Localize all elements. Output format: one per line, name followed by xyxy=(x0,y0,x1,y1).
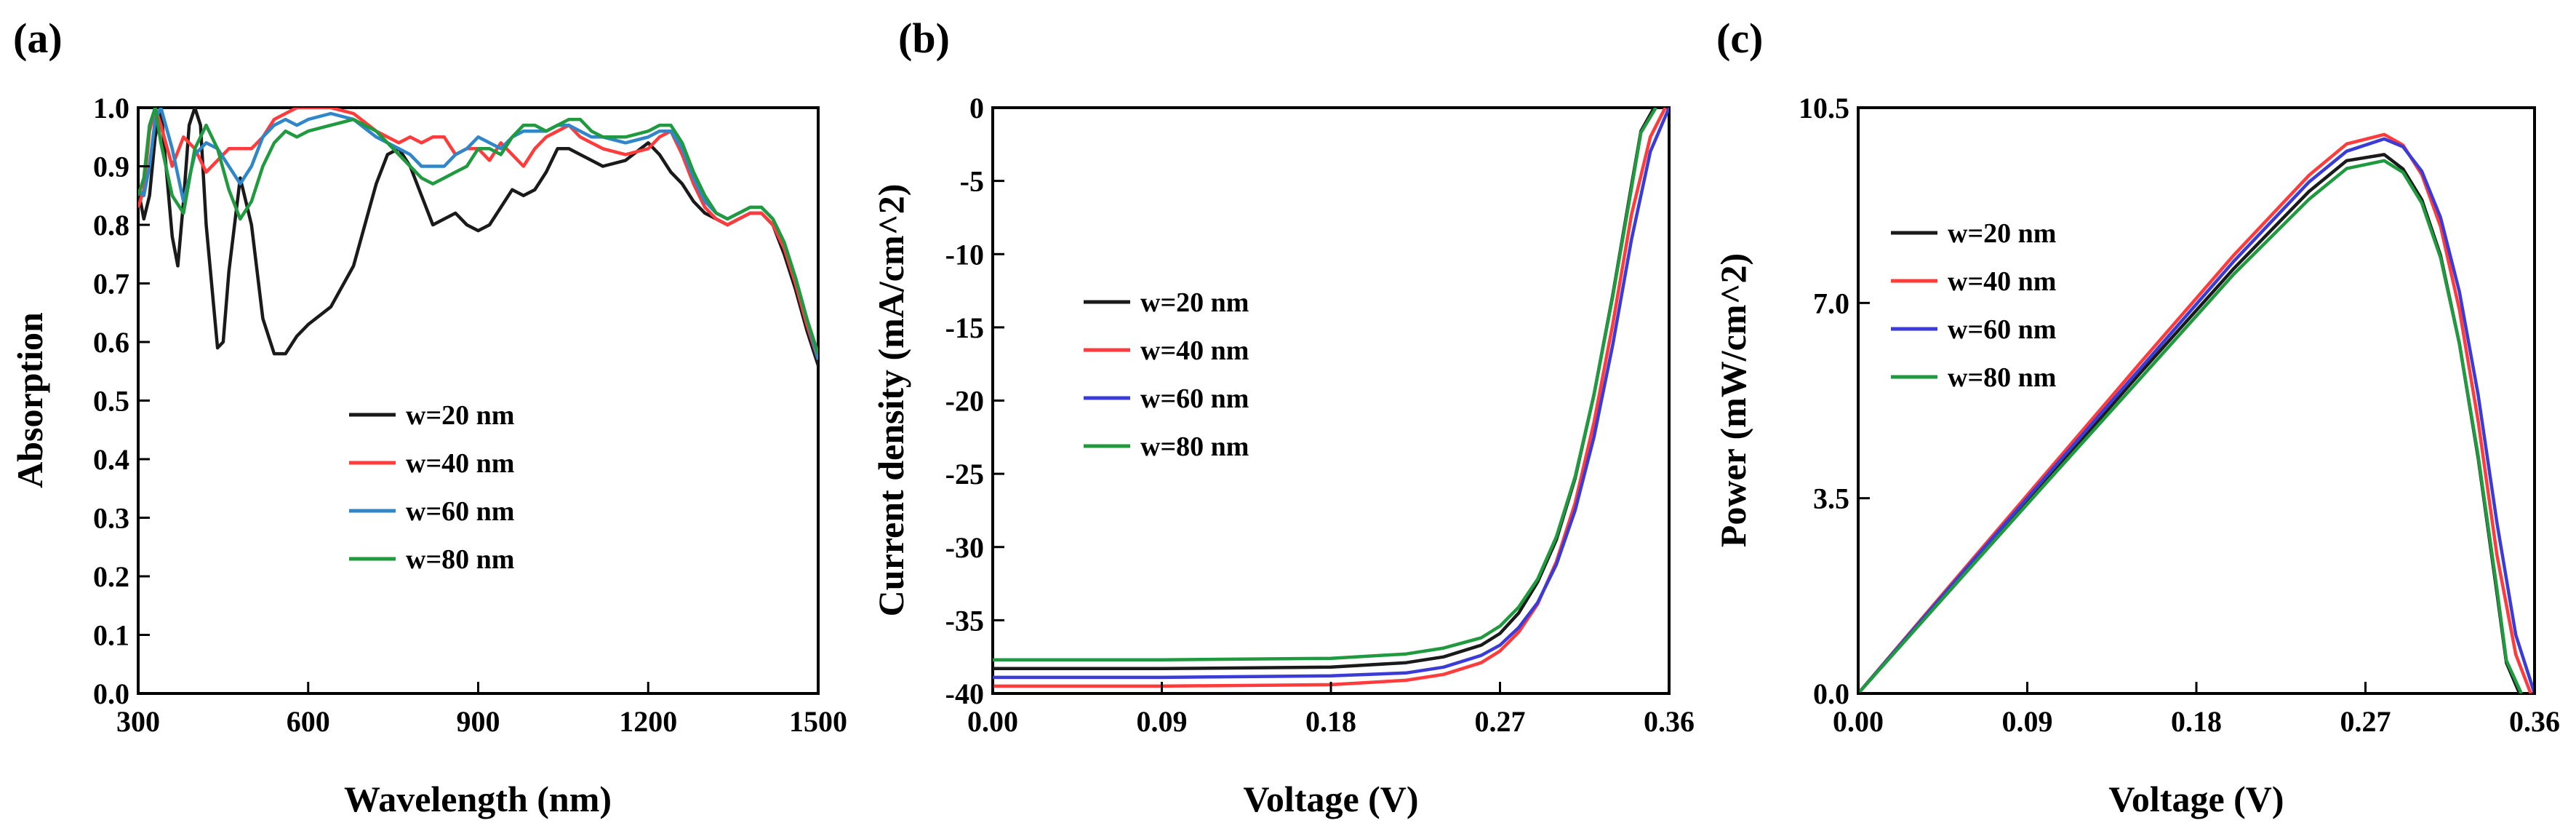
panel-b-ticks: 0.00 0.09 0.18 0.27 0.36 0 -5 -10 -15 -20 -25 -30 -3… xyxy=(945,92,1695,738)
panel-b-series-w80-line xyxy=(993,108,1657,661)
panel-c-series-w80-line xyxy=(1858,159,2523,693)
panel-c-x-tick-label-0: 0.00 xyxy=(1833,705,1884,738)
panel-c-label: (c) xyxy=(1716,15,1763,62)
panel-a: (a) 300 600 900 1200 1500 0.0 0.1 0.2 0.3 0.4 0.5 0… xyxy=(9,15,847,819)
panel-c-legend-label-w80: w=80 nm xyxy=(1948,362,2056,393)
panel-b-y-tick-label-7: -35 xyxy=(945,604,984,637)
panel-a-y-axis-title: Absorption xyxy=(9,312,50,488)
panel-c-series-group xyxy=(1858,132,2535,693)
panel-c-y-axis-title: Power (mW/cm^2) xyxy=(1713,253,1753,547)
panel-a-legend-label-w40: w=40 nm xyxy=(406,448,514,479)
panel-c-series-w40-line xyxy=(1858,132,2532,693)
panel-a-y-tick-label-10: 1.0 xyxy=(93,92,129,124)
panel-c-x-tick-label-1: 0.09 xyxy=(2002,705,2053,738)
panel-c-legend-label-w40: w=40 nm xyxy=(1948,266,2056,297)
panel-b-x-tick-label-3: 0.27 xyxy=(1475,705,1526,738)
panel-a-y-tick-label-2: 0.2 xyxy=(93,560,129,593)
panel-c: (c) 0.00 0.09 0.18 0.27 0.36 0.0 3.5 7.0 10.5 Vo… xyxy=(1713,15,2560,819)
panel-a-y-tick-label-9: 0.9 xyxy=(93,151,129,183)
panel-b-series-w40-line xyxy=(993,108,1667,688)
panel-a-series-w20-line xyxy=(138,108,818,366)
panel-a-x-tick-label-4: 1500 xyxy=(789,705,847,738)
panel-a-y-tick-label-8: 0.8 xyxy=(93,209,129,242)
panel-c-y-tick-label-0: 0.0 xyxy=(1813,677,1849,710)
panel-c-ticks: 0.00 0.09 0.18 0.27 0.36 0.0 3.5 7.0 10.5 xyxy=(1799,92,2560,738)
panel-b-legend-label-w20: w=20 nm xyxy=(1140,287,1249,318)
panel-b-y-tick-label-1: -5 xyxy=(960,165,984,198)
panel-a-legend-label-w80: w=80 nm xyxy=(406,544,514,575)
panel-b-plot-frame xyxy=(991,106,1671,695)
panel-a-label: (a) xyxy=(13,15,63,62)
panel-b-legend-label-w40: w=40 nm xyxy=(1140,335,1249,366)
panel-b-y-tick-label-6: -30 xyxy=(945,531,984,564)
panel-b-legend-label-w60: w=60 nm xyxy=(1140,383,1249,414)
panel-a-x-tick-label-3: 1200 xyxy=(619,705,677,738)
panel-b-legend: w=20 nm w=40 nm w=60 nm w=80 nm xyxy=(1084,287,1249,462)
panel-a-y-tick-label-1: 0.1 xyxy=(93,619,129,652)
panel-c-x-axis-title: Voltage (V) xyxy=(2108,779,2284,819)
panel-c-y-tick-label-3: 10.5 xyxy=(1799,92,1849,124)
panel-a-x-tick-label-1: 600 xyxy=(287,705,330,738)
panel-b-y-tick-label-8: -40 xyxy=(945,677,984,710)
panel-b-series-w60-line xyxy=(993,108,1669,680)
panel-b-x-axis-title: Voltage (V) xyxy=(1243,779,1418,819)
panel-b-y-tick-label-3: -15 xyxy=(945,311,984,344)
panel-a-y-tick-label-0: 0.0 xyxy=(93,677,129,710)
panel-b-y-tick-label-4: -20 xyxy=(945,385,984,418)
panel-a-legend-label-w60: w=60 nm xyxy=(406,496,514,527)
panel-a-series-w80-line xyxy=(138,108,818,354)
panel-c-x-tick-label-2: 0.18 xyxy=(2171,705,2222,738)
panel-b-x-tick-label-1: 0.09 xyxy=(1137,705,1188,738)
panel-a-x-tick-label-2: 900 xyxy=(457,705,500,738)
panel-a-y-tick-label-7: 0.7 xyxy=(93,268,129,301)
panel-b-x-tick-label-2: 0.18 xyxy=(1305,705,1356,738)
panel-b-series-group xyxy=(993,108,1669,688)
panel-a-series-group xyxy=(138,108,818,366)
panel-a-y-tick-label-6: 0.6 xyxy=(93,326,129,359)
panel-c-legend-label-w20: w=20 nm xyxy=(1948,218,2056,249)
panel-c-x-tick-label-4: 0.36 xyxy=(2509,705,2560,738)
panel-a-series-w60-line xyxy=(138,108,818,360)
panel-c-y-tick-label-2: 7.0 xyxy=(1813,287,1849,319)
panel-a-x-axis-title: Wavelength (nm) xyxy=(344,779,612,819)
panel-a-legend-label-w20: w=20 nm xyxy=(406,400,514,431)
panel-b: (b) 0.00 0.09 0.18 0.27 0.36 0 -5 -10 -15 -20 -25 -… xyxy=(871,15,1695,819)
panel-c-legend: w=20 nm w=40 nm w=60 nm w=80 nm xyxy=(1891,218,2056,393)
panel-b-x-tick-label-0: 0.00 xyxy=(967,705,1018,738)
panel-a-y-tick-label-3: 0.3 xyxy=(93,502,129,535)
panel-b-label: (b) xyxy=(898,15,950,62)
panel-a-y-tick-label-4: 0.4 xyxy=(93,443,129,476)
panel-b-x-tick-label-4: 0.36 xyxy=(1644,705,1695,738)
panel-c-series-w60-line xyxy=(1858,137,2535,693)
panel-b-y-tick-label-2: -10 xyxy=(945,238,984,271)
panel-c-legend-label-w60: w=60 nm xyxy=(1948,314,2056,345)
panel-a-legend: w=20 nm w=40 nm w=60 nm w=80 nm xyxy=(349,400,514,575)
panel-a-x-tick-label-0: 300 xyxy=(116,705,160,738)
panel-b-y-axis-title: Current density (mA/cm^2) xyxy=(871,184,911,617)
panel-c-x-tick-label-3: 0.27 xyxy=(2340,705,2391,738)
panel-a-y-tick-label-5: 0.5 xyxy=(93,385,129,418)
panel-a-series-w40-line xyxy=(138,108,818,360)
panel-b-y-tick-label-5: -25 xyxy=(945,458,984,490)
panel-c-y-tick-label-1: 3.5 xyxy=(1813,482,1849,515)
panel-b-y-tick-label-0: 0 xyxy=(969,92,984,124)
panel-a-ticks: 300 600 900 1200 1500 0.0 0.1 0.2 0.3 0.4 0.5 0.6 0.… xyxy=(93,92,847,738)
panel-b-series-w20-line xyxy=(993,108,1656,671)
panel-b-legend-label-w80: w=80 nm xyxy=(1140,432,1249,462)
